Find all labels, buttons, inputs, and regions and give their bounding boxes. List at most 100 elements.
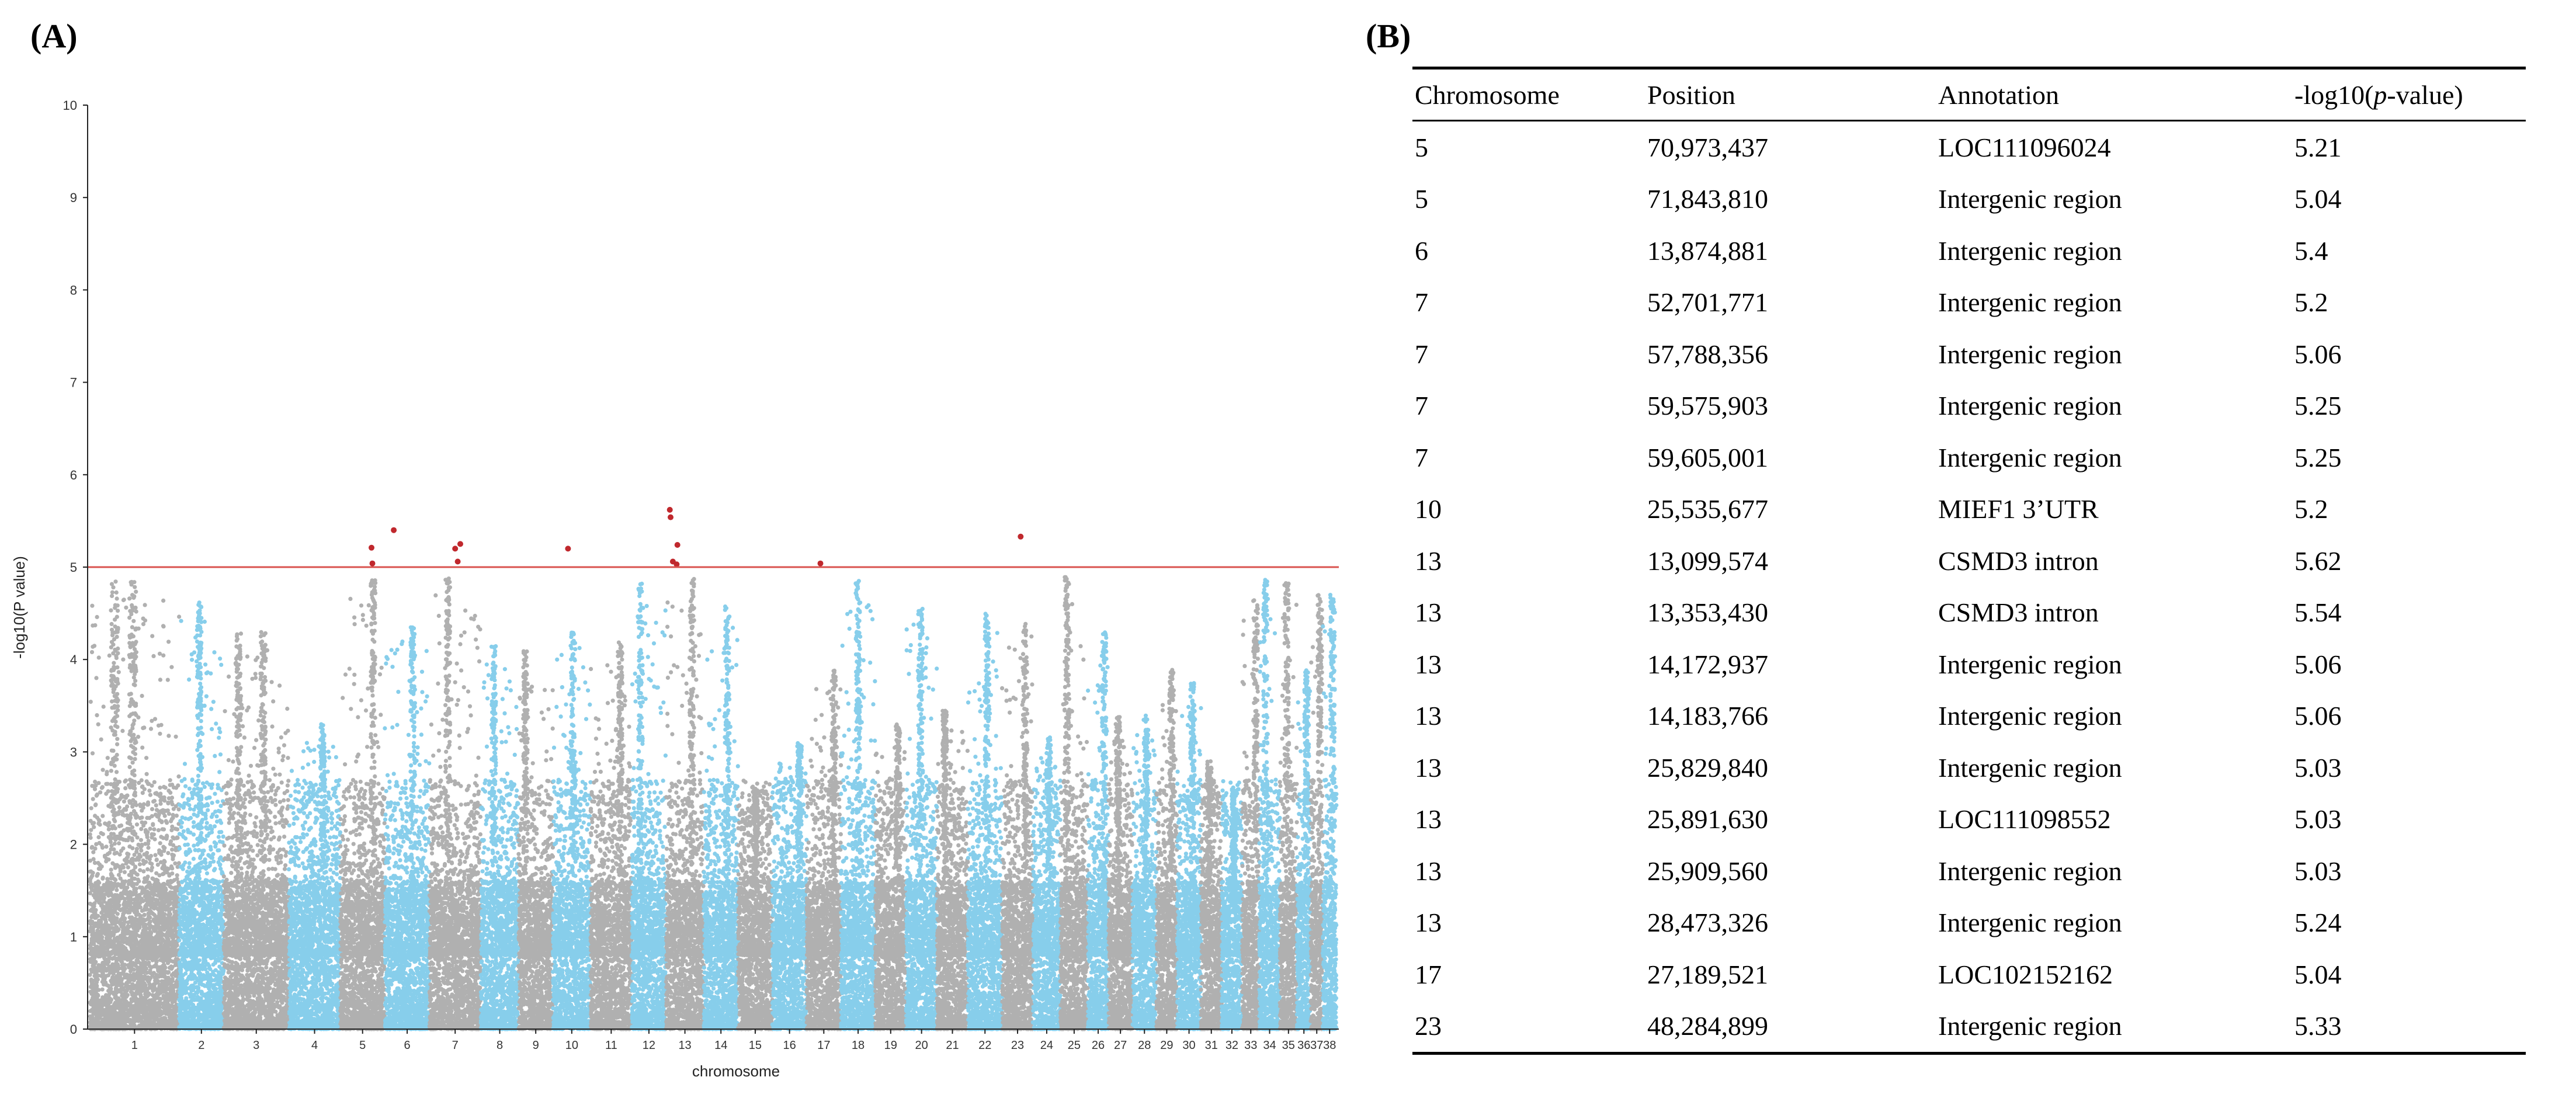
significant-snp-point xyxy=(565,545,571,552)
cell-position: 59,605,001 xyxy=(1647,442,1768,472)
cell-chromosome: 13 xyxy=(1415,804,1442,835)
chromosome-35-points xyxy=(1277,581,1300,1031)
cell-position: 14,172,937 xyxy=(1647,649,1768,679)
y-tick-label: 9 xyxy=(70,190,77,205)
x-tick-label: 33 xyxy=(1244,1039,1257,1052)
x-tick-label: 36 xyxy=(1297,1039,1310,1052)
cell-annotation: MIEF1 3’UTR xyxy=(1938,494,2099,524)
cell-pvalue: 5.25 xyxy=(2294,442,2342,472)
cell-chromosome: 13 xyxy=(1415,545,1442,576)
y-tick-label: 2 xyxy=(70,838,77,852)
cell-chromosome: 7 xyxy=(1415,391,1428,421)
cell-chromosome: 13 xyxy=(1415,856,1442,886)
panel-a-label: (A) xyxy=(30,17,78,55)
y-tick-label: 7 xyxy=(70,376,77,390)
cell-position: 71,843,810 xyxy=(1647,184,1768,214)
cell-annotation: Intergenic region xyxy=(1938,287,2122,318)
significant-snps xyxy=(369,506,1024,568)
x-tick-label: 31 xyxy=(1205,1039,1218,1052)
x-tick-label: 17 xyxy=(817,1039,830,1052)
x-tick-label: 8 xyxy=(497,1039,503,1052)
chromosome-20-points xyxy=(904,606,939,1031)
chromosome-5-points xyxy=(338,578,387,1031)
significant-snp-point xyxy=(454,558,461,565)
x-tick-label: 35 xyxy=(1282,1039,1295,1052)
y-axis-label: -log10(P value) xyxy=(11,556,28,659)
cell-pvalue: 5.25 xyxy=(2294,391,2342,421)
cell-annotation: Intergenic region xyxy=(1938,752,2122,783)
cell-pvalue: 5.03 xyxy=(2294,752,2342,783)
x-tick-label: 1 xyxy=(131,1039,138,1052)
chromosome-12-points xyxy=(630,581,668,1031)
table-row: 13 25,891,630 LOC111098552 5.03 xyxy=(1412,794,2526,846)
significant-snp-table: Chromosome Position Annotation -log10(p-… xyxy=(1412,67,2526,1055)
panel-b-label: (B) xyxy=(1366,17,1411,55)
chromosome-22-points xyxy=(966,611,1005,1031)
x-tick-label: 25 xyxy=(1068,1039,1081,1052)
chromosome-7-points xyxy=(427,576,483,1031)
cell-position: 25,891,630 xyxy=(1647,804,1768,835)
x-tick-label: 30 xyxy=(1182,1039,1195,1052)
x-tick-label: 26 xyxy=(1092,1039,1105,1052)
cell-position: 13,874,881 xyxy=(1647,235,1768,266)
y-tick-label: 10 xyxy=(63,98,77,113)
chromosome-1-points xyxy=(88,579,182,1031)
table-row: 23 48,284,899 Intergenic region 5.33 xyxy=(1412,1000,2526,1055)
chromosome-4-points xyxy=(286,722,343,1031)
cell-position: 25,909,560 xyxy=(1647,856,1768,886)
x-tick-label: 29 xyxy=(1160,1039,1173,1052)
significant-snp-point xyxy=(457,541,463,547)
x-tick-label: 27 xyxy=(1114,1039,1127,1052)
cell-pvalue: 5.04 xyxy=(2294,959,2342,989)
x-tick-label: 2 xyxy=(198,1039,204,1052)
chromosome-32-points xyxy=(1219,779,1245,1031)
x-tick-label: 11 xyxy=(605,1039,617,1052)
x-tick-label: 15 xyxy=(749,1039,762,1052)
x-tick-label: 19 xyxy=(884,1039,897,1052)
cell-chromosome: 5 xyxy=(1415,132,1428,162)
x-tick-label: 7 xyxy=(452,1039,459,1052)
table-row: 13 14,183,766 Intergenic region 5.06 xyxy=(1412,690,2526,742)
cell-position: 70,973,437 xyxy=(1647,132,1768,162)
cell-chromosome: 23 xyxy=(1412,1000,1645,1055)
cell-annotation: LOC111098552 xyxy=(1938,804,2111,835)
significant-snp-point xyxy=(666,506,673,513)
cell-position: 13,353,430 xyxy=(1647,597,1768,628)
cell-chromosome: 7 xyxy=(1415,442,1428,472)
cell-chromosome: 13 xyxy=(1415,752,1442,783)
cell-pvalue: 5.2 xyxy=(2294,287,2328,318)
table-row: 13 14,172,937 Intergenic region 5.06 xyxy=(1412,638,2526,690)
cell-pvalue: 5.06 xyxy=(2294,701,2342,731)
cell-annotation: CSMD3 intron xyxy=(1938,597,2099,628)
chromosome-19-points xyxy=(873,722,908,1031)
chromosome-24-points xyxy=(1030,735,1063,1031)
chromosome-26-points xyxy=(1085,630,1111,1031)
table-row: 7 52,701,771 Intergenic region 5.2 xyxy=(1412,277,2526,329)
significant-snp-point xyxy=(817,560,824,567)
y-axis-ticks: 0 1 2 3 4 5 6 7 8 9 10 xyxy=(63,98,88,1037)
cell-chromosome: 7 xyxy=(1415,287,1428,318)
chromosome-36-points xyxy=(1294,668,1313,1031)
table-row: 13 25,909,560 Intergenic region 5.03 xyxy=(1412,845,2526,897)
table-row: 10 25,535,677 MIEF1 3’UTR 5.2 xyxy=(1412,484,2526,536)
chromosome-10-points xyxy=(551,630,593,1031)
table-row: 7 57,788,356 Intergenic region 5.06 xyxy=(1412,328,2526,380)
header-pvalue: -log10(p-value) xyxy=(2292,67,2526,121)
cell-annotation: Intergenic region xyxy=(1938,391,2122,421)
cell-pvalue: 5.2 xyxy=(2294,494,2328,524)
chromosome-34-points xyxy=(1257,578,1282,1031)
header-annotation: Annotation xyxy=(1936,67,2292,121)
cell-annotation: Intergenic region xyxy=(1938,339,2122,369)
x-tick-label: 28 xyxy=(1138,1039,1151,1052)
chromosome-18-points xyxy=(839,579,877,1031)
table-row: 7 59,575,903 Intergenic region 5.25 xyxy=(1412,380,2526,432)
x-axis-label: chromosome xyxy=(692,1062,780,1080)
cell-annotation: LOC111096024 xyxy=(1938,132,2111,162)
cell-chromosome: 13 xyxy=(1415,597,1442,628)
y-tick-label: 1 xyxy=(70,930,77,944)
cell-pvalue: 5.62 xyxy=(2294,545,2342,576)
cell-pvalue: 5.24 xyxy=(2294,908,2342,938)
chromosome-21-points xyxy=(935,708,970,1031)
chromosome-15-points xyxy=(736,779,775,1031)
